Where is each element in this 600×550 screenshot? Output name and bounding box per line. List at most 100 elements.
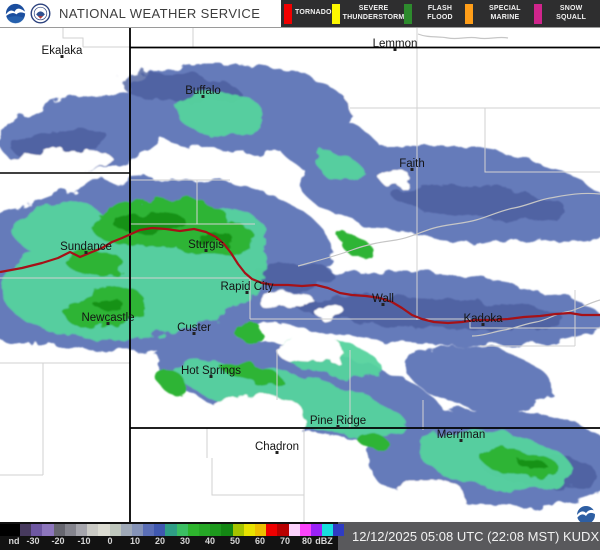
- dbz-color-ramp: [0, 524, 345, 536]
- warning-label: SNOW SQUALL: [556, 5, 587, 21]
- ramp-segment: [266, 524, 278, 536]
- ramp-segment: [232, 524, 244, 536]
- city-marker: [459, 439, 463, 442]
- rivers: [297, 33, 600, 337]
- bottombar: nd -30 -20 -10 0 10 20 30 40 50 60 70 80 dBZ 12/12/20…: [0, 522, 600, 550]
- city-label: Custer: [177, 322, 211, 334]
- scale-label: 40: [204, 536, 216, 546]
- agency-title: NATIONAL WEATHER SERVICE: [59, 6, 261, 21]
- scale-label: 50: [229, 536, 241, 546]
- ramp-segment: [243, 524, 255, 536]
- ramp-segment: [221, 524, 233, 536]
- city-marker: [201, 95, 205, 98]
- city-label: Lemmon: [373, 38, 418, 50]
- city-marker: [275, 451, 279, 454]
- city-labels-layer: Ekalaka Lemmon Buffalo Faith Sundance Sturgis…: [42, 38, 503, 454]
- warning-swatch: [284, 3, 292, 24]
- ramp-segment: [277, 524, 289, 536]
- scale-label: 60: [254, 536, 266, 546]
- scale-label: 80: [301, 536, 313, 546]
- ramp-segment: [31, 524, 43, 536]
- interstate-90-highway: [0, 226, 600, 325]
- brand: NATIONAL WEATHER SERVICE: [0, 0, 260, 27]
- ramp-segment: [176, 524, 188, 536]
- warning-legend-item: TORNADO: [284, 3, 332, 24]
- warning-legend-item: SPECIAL MARINE: [464, 3, 535, 24]
- ramp-segment: [254, 524, 267, 536]
- ramp-segment: [109, 524, 121, 536]
- city-label: Buffalo: [185, 85, 221, 97]
- radar-map[interactable]: Ekalaka Lemmon Buffalo Faith Sundance Sturgis…: [0, 28, 600, 522]
- precipitation-layer: [0, 63, 600, 518]
- county-lines: [0, 28, 600, 522]
- doc-seal-icon: [30, 3, 51, 24]
- warning-swatch: [331, 3, 340, 24]
- city-marker: [481, 323, 485, 326]
- warning-label: FLASH FLOOD: [427, 5, 453, 21]
- city-marker: [84, 251, 88, 254]
- city-marker: [204, 249, 208, 252]
- city-label: Sundance: [60, 241, 112, 253]
- warning-label: TORNADO: [295, 9, 332, 17]
- status-stamp: 12/12/2025 05:08 UTC (22:08 MST) KUDX: [338, 522, 600, 550]
- scale-label: dBZ: [315, 536, 333, 546]
- radar-map-canvas: Ekalaka Lemmon Buffalo Faith Sundance Sturgis…: [0, 28, 600, 522]
- city-label: Newcastle: [81, 312, 134, 324]
- ramp-segment: [333, 524, 345, 536]
- warning-legend-item: SEVERE THUNDERSTORM: [331, 3, 405, 24]
- scale-label: 30: [179, 536, 191, 546]
- city-label: Sturgis: [188, 239, 224, 251]
- ramp-segment: [0, 524, 20, 536]
- state-borders: [0, 28, 600, 522]
- city-label: Pine Ridge: [310, 415, 366, 427]
- ramp-segment: [87, 524, 99, 536]
- warning-swatch: [464, 3, 473, 24]
- ramp-segment: [299, 524, 311, 536]
- ramp-segment: [75, 524, 88, 536]
- scale-label: -20: [51, 536, 65, 546]
- city-label: Chadron: [255, 441, 299, 453]
- ramp-segment: [131, 524, 144, 536]
- warning-label: SEVERE THUNDERSTORM: [342, 5, 405, 21]
- warning-legend-item: FLASH FLOOD: [404, 3, 464, 24]
- city-label: Wall: [372, 293, 394, 305]
- city-marker: [410, 168, 414, 171]
- city-marker: [192, 332, 196, 335]
- scale-label: nd: [8, 536, 20, 546]
- warning-swatch: [534, 3, 543, 24]
- ramp-segment: [64, 524, 76, 536]
- city-label: Faith: [399, 158, 425, 170]
- warning-label: SPECIAL MARINE: [489, 5, 521, 21]
- city-label: Kadoka: [463, 313, 503, 325]
- ramp-segment: [165, 524, 177, 536]
- city-marker: [336, 425, 340, 428]
- topbar: NATIONAL WEATHER SERVICE TORNADO SEVERE T…: [0, 0, 600, 28]
- noaa-logo-icon: [5, 3, 26, 24]
- dbz-scale-labels: nd -30 -20 -10 0 10 20 30 40 50 60 70 80 dBZ: [0, 536, 338, 549]
- ramp-segment: [210, 524, 222, 536]
- ramp-segment: [120, 524, 132, 536]
- ramp-segment: [143, 524, 155, 536]
- ramp-segment: [288, 524, 300, 536]
- ramp-segment: [42, 524, 54, 536]
- scale-label: -10: [77, 536, 91, 546]
- city-marker: [209, 375, 213, 378]
- city-marker: [106, 322, 110, 325]
- scale-label: 0: [107, 536, 113, 546]
- ramp-segment: [310, 524, 323, 536]
- city-label: Ekalaka: [42, 45, 84, 57]
- noaa-watermark-icon: [577, 506, 595, 522]
- warning-legend: TORNADO SEVERE THUNDERSTORM FLASH FLOOD SPE…: [281, 0, 600, 27]
- ramp-segment: [322, 524, 334, 536]
- warning-legend-item: SNOW SQUALL: [534, 3, 597, 24]
- ramp-segment: [53, 524, 65, 536]
- warning-swatch: [404, 3, 413, 24]
- ramp-segment: [187, 524, 199, 536]
- scale-label: -30: [26, 536, 40, 546]
- dbz-colorbar: nd -30 -20 -10 0 10 20 30 40 50 60 70 80 dBZ: [0, 522, 345, 550]
- scale-label: 70: [279, 536, 291, 546]
- timestamp: 12/12/2025 05:08 UTC (22:08 MST) KUDX: [352, 528, 600, 544]
- city-label: Hot Springs: [181, 365, 241, 377]
- city-marker: [381, 303, 385, 306]
- ramp-segment: [20, 524, 32, 536]
